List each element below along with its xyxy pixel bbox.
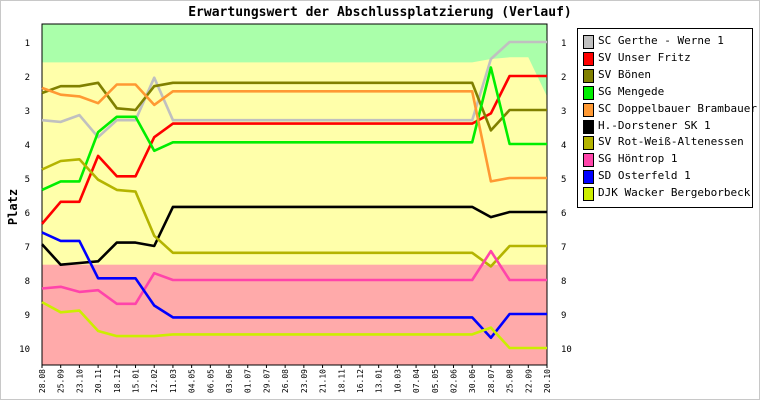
x-tick-label: 18.12 — [113, 369, 122, 393]
series-line-sv-unser-fritz — [41, 74, 547, 225]
series-line-sv-rot-wei-altenessen — [41, 158, 547, 268]
legend-item: SV Unser Fritz — [583, 50, 751, 66]
legend-swatch — [583, 187, 594, 202]
x-tick-label: 30.06 — [468, 369, 477, 393]
y-tick-label-left: 6 — [25, 209, 30, 219]
x-tick-label: 13.01 — [375, 369, 384, 393]
x-tick-label: 28.07 — [487, 369, 496, 393]
legend-swatch — [583, 85, 594, 100]
x-tick-label: 26.08 — [281, 369, 290, 393]
x-tick-label: 18.11 — [337, 369, 346, 393]
y-tick-label-left: 8 — [25, 277, 30, 287]
legend-swatch — [583, 35, 594, 49]
legend-label: SG Mengede — [598, 84, 665, 98]
x-tick-label: 23.10 — [75, 369, 84, 393]
y-tick-label-left: 1 — [25, 39, 30, 49]
x-tick-label: 25.09 — [57, 369, 66, 393]
legend-item: H.-Dorstener SK 1 — [583, 118, 751, 134]
x-tick-label: 15.01 — [132, 369, 141, 393]
legend-label: SC Gerthe - Werne 1 — [598, 34, 724, 47]
x-tick-label: 29.07 — [262, 369, 271, 393]
zone-relegation — [42, 264, 547, 365]
y-tick-label-right: 6 — [561, 209, 566, 219]
legend-swatch — [583, 153, 594, 168]
legend-swatch — [583, 102, 594, 117]
legend: SC Gerthe - Werne 1 SV Unser Fritz SV Böne… — [577, 28, 760, 208]
legend-item: SG Mengede — [583, 84, 751, 100]
x-tick-label: 03.06 — [225, 369, 234, 393]
legend-item: SG Höntrop 1 — [583, 151, 751, 168]
y-tick-label-left: 2 — [25, 73, 30, 83]
y-tick-label-left: 3 — [25, 107, 30, 117]
legend-label: H.-Dorstener SK 1 — [598, 118, 711, 132]
legend-item: DJK Wacker Bergeborbeck — [583, 185, 751, 202]
legend-label: DJK Wacker Bergeborbeck — [598, 186, 751, 200]
legend-label: SV Rot-Weiß-Altenessen — [598, 135, 744, 149]
series-line-sc-gerthe-werne-1 — [41, 40, 547, 139]
x-tick-label: 28.08 — [38, 369, 47, 393]
legend-label: SV Unser Fritz — [598, 50, 691, 64]
x-tick-label: 20.11 — [94, 369, 103, 393]
series-line-djk-wacker-bergeborbeck — [41, 300, 547, 350]
legend-swatch — [583, 170, 594, 185]
legend-swatch — [583, 51, 594, 66]
x-tick-label: 12.02 — [150, 369, 159, 393]
y-tick-label-right: 7 — [561, 243, 566, 253]
y-tick-label-left: 7 — [25, 243, 30, 253]
legend-label: SD Osterfeld 1 — [598, 169, 691, 183]
legend-item: SC Doppelbauer Brambauer 1 — [583, 101, 760, 117]
legend-swatch — [583, 68, 594, 83]
series-line-sv-b-nen — [41, 81, 547, 132]
x-tick-label: 07.04 — [412, 369, 421, 393]
y-tick-label-right: 3 — [561, 107, 566, 117]
legend-item: SD Osterfeld 1 — [583, 168, 751, 185]
chart-title: Erwartungswert der Abschlussplatzierung … — [188, 5, 572, 20]
x-tick-label: 16.12 — [356, 369, 365, 393]
y-tick-label-right: 5 — [561, 175, 566, 185]
y-tick-label-right: 4 — [561, 141, 566, 151]
y-tick-label-left: 9 — [25, 311, 30, 321]
legend-label: SV Bönen — [598, 67, 651, 81]
series-line-sg-mengede — [41, 66, 547, 192]
y-tick-label-right: 1 — [561, 39, 566, 49]
series-line-sc-doppelbauer-brambauer-1 — [41, 83, 547, 183]
series-line-sd-osterfeld-1 — [41, 231, 547, 340]
x-tick-label: 05.05 — [431, 369, 440, 393]
x-tick-label: 21.10 — [319, 369, 328, 393]
legend-swatch — [583, 119, 594, 134]
y-tick-label-left: 5 — [25, 175, 30, 185]
y-tick-label-right: 9 — [561, 311, 566, 321]
legend-swatch — [583, 136, 594, 151]
x-tick-label: 01.07 — [244, 369, 253, 393]
legend-item: SC Gerthe - Werne 1 — [583, 33, 751, 49]
y-tick-label-left: 4 — [25, 141, 30, 151]
x-tick-label: 20.10 — [543, 369, 552, 393]
x-tick-label: 04.05 — [188, 369, 197, 393]
x-tick-label: 11.03 — [169, 369, 178, 393]
legend-label: SC Doppelbauer Brambauer 1 — [598, 101, 760, 115]
zone-promotion — [42, 24, 547, 97]
legend-item: SV Rot-Weiß-Altenessen — [583, 134, 751, 151]
series-line-h-dorstener-sk-1 — [41, 205, 547, 267]
x-tick-label: 10.03 — [393, 369, 402, 393]
y-tick-label-right: 2 — [561, 73, 566, 83]
x-tick-label: 06.05 — [206, 369, 215, 393]
x-tick-label: 02.06 — [449, 369, 458, 393]
y-tick-label-right: 10 — [561, 345, 572, 355]
y-tick-label-left: 10 — [19, 345, 30, 355]
y-tick-label-right: 8 — [561, 277, 566, 287]
legend-label: SG Höntrop 1 — [598, 152, 678, 166]
x-tick-label: 25.08 — [506, 369, 515, 393]
x-tick-label: 23.09 — [300, 369, 309, 393]
x-tick-label: 22.09 — [524, 369, 533, 393]
series-line-sg-h-ntrop-1 — [41, 249, 547, 306]
legend-item: SV Bönen — [583, 67, 751, 83]
plot-border — [41, 23, 548, 366]
